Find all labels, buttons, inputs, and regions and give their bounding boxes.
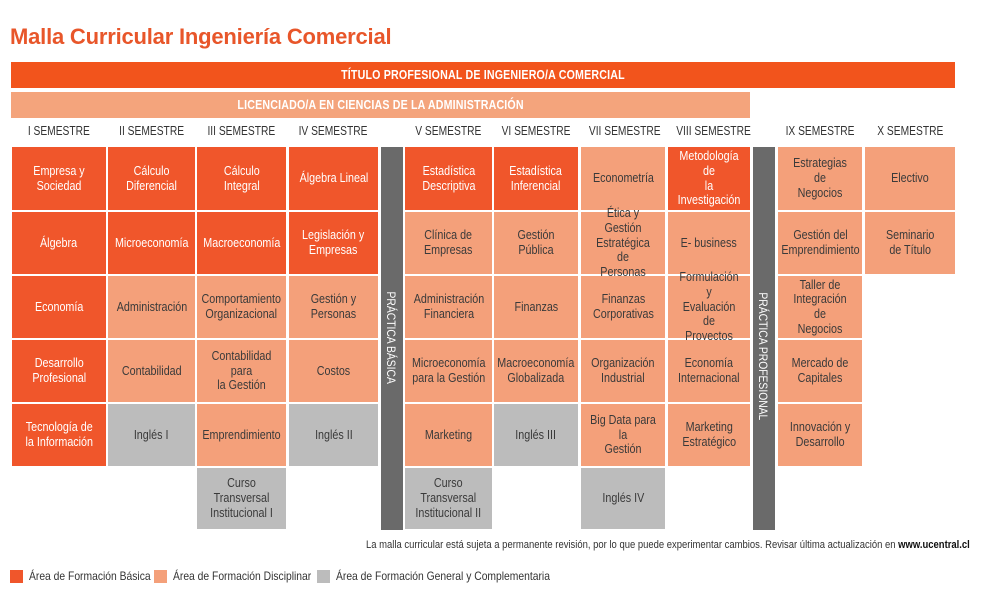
course-cell: Empresa y Sociedad: [12, 147, 106, 210]
semester-header: I SEMESTRE: [27, 124, 91, 138]
page-title: Malla Curricular Ingeniería Comercial: [10, 24, 392, 49]
course-cell: Inglés II: [289, 404, 378, 466]
course-cell: Economía Internacional: [668, 340, 750, 402]
course-cell: Econometría: [581, 147, 665, 210]
semester-header: IV SEMESTRE: [299, 124, 368, 138]
semester-header: X SEMESTRE: [876, 124, 944, 138]
practica-basica-bar: [381, 147, 403, 530]
course-cell: Gestión y Personas: [289, 276, 378, 338]
legend-item-general: Área de Formación General y Complementar…: [317, 569, 585, 583]
course-cell: Taller de Integración de Negocios: [778, 276, 862, 338]
practica-profesional-bar: [753, 147, 775, 530]
course-cell: Gestión Pública: [494, 212, 578, 274]
course-cell: Inglés III: [494, 404, 578, 466]
course-cell: Cálculo Integral: [197, 147, 286, 210]
practica-basica-label: PRÁCTICA BÁSICA: [384, 291, 398, 384]
course-cell: Finanzas: [494, 276, 578, 338]
licenciado-banner: LICENCIADO/A EN CIENCIAS DE LA ADMINISTR…: [11, 92, 750, 118]
course-cell: Comportamiento Organizacional: [197, 276, 286, 338]
course-cell: Estadística Inferencial: [494, 147, 578, 210]
course-cell: Tecnología de la Información: [12, 404, 106, 466]
course-cell: Curso Transversal Institucional II: [405, 468, 492, 529]
course-cell: Cálculo Diferencial: [108, 147, 195, 210]
course-cell: Contabilidad: [108, 340, 195, 402]
legend-swatch: [10, 569, 23, 583]
course-cell: Microeconomía: [108, 212, 195, 274]
semester-header: IX SEMESTRE: [785, 124, 855, 138]
legend-swatch: [154, 569, 167, 583]
course-cell: Formulación y Evaluación de Proyectos: [668, 270, 750, 343]
course-cell: Álgebra Lineal: [289, 147, 378, 210]
course-cell: Marketing Estratégico: [668, 404, 750, 466]
course-cell: Legislación y Empresas: [289, 212, 378, 274]
revision-note: La malla curricular está sujeta a perman…: [366, 539, 970, 551]
course-cell: Inglés IV: [581, 468, 665, 529]
course-cell: Inglés I: [108, 404, 195, 466]
course-cell: Álgebra: [12, 212, 106, 274]
course-cell: Estadística Descriptiva: [405, 147, 492, 210]
course-cell: Finanzas Corporativas: [581, 276, 665, 338]
legend-item-disciplinar: Área de Formación Disciplinar: [154, 569, 334, 583]
semester-header: V SEMESTRE: [415, 124, 482, 138]
course-cell: Big Data para la Gestión: [581, 404, 665, 466]
course-cell: Electivo: [865, 147, 955, 210]
titulo-profesional-banner: TÍTULO PROFESIONAL DE INGENIERO/A COMERC…: [11, 62, 955, 88]
semester-header: VI SEMESTRE: [501, 124, 571, 138]
course-cell: Curso Transversal Institucional I: [197, 468, 286, 529]
course-cell: Macroeconomía: [197, 212, 286, 274]
course-cell: Gestión del Emprendimiento: [778, 212, 862, 274]
legend-swatch: [317, 569, 330, 583]
course-cell: Marketing: [405, 404, 492, 466]
course-cell: Microeconomía para la Gestión: [405, 340, 492, 402]
course-cell: Innovación y Desarrollo: [778, 404, 862, 466]
course-cell: Emprendimiento: [197, 404, 286, 466]
course-cell: Costos: [289, 340, 378, 402]
practica-profesional-label: PRÁCTICA PROFESIONAL: [756, 292, 770, 421]
course-cell: Mercado de Capitales: [778, 340, 862, 402]
course-cell: Clínica de Empresas: [405, 212, 492, 274]
course-cell: Administración Financiera: [405, 276, 492, 338]
course-cell: Macroeconomía Globalizada: [494, 340, 578, 402]
course-cell: Desarrollo Profesional: [12, 340, 106, 402]
ucentral-link[interactable]: www.ucentral.cl: [898, 539, 970, 551]
semester-header: VII SEMESTRE: [588, 124, 661, 138]
course-cell: Seminario de Título: [865, 212, 955, 274]
semester-header: VIII SEMESTRE: [676, 124, 751, 138]
legend-item-basica: Área de Formación Básica: [10, 569, 170, 583]
semester-header: II SEMESTRE: [119, 124, 184, 138]
course-cell: Organización Industrial: [581, 340, 665, 402]
course-cell: Administración: [108, 276, 195, 338]
course-cell: Ética y Gestión Estratégica de Personas: [581, 206, 665, 279]
course-cell: Metodología de la Investigación: [668, 147, 750, 210]
course-cell: Estrategias de Negocios: [778, 147, 862, 210]
course-cell: Contabilidad para la Gestión: [197, 340, 286, 402]
semester-header: III SEMESTRE: [207, 124, 276, 138]
course-cell: Economía: [12, 276, 106, 338]
course-cell: E- business: [668, 212, 750, 274]
